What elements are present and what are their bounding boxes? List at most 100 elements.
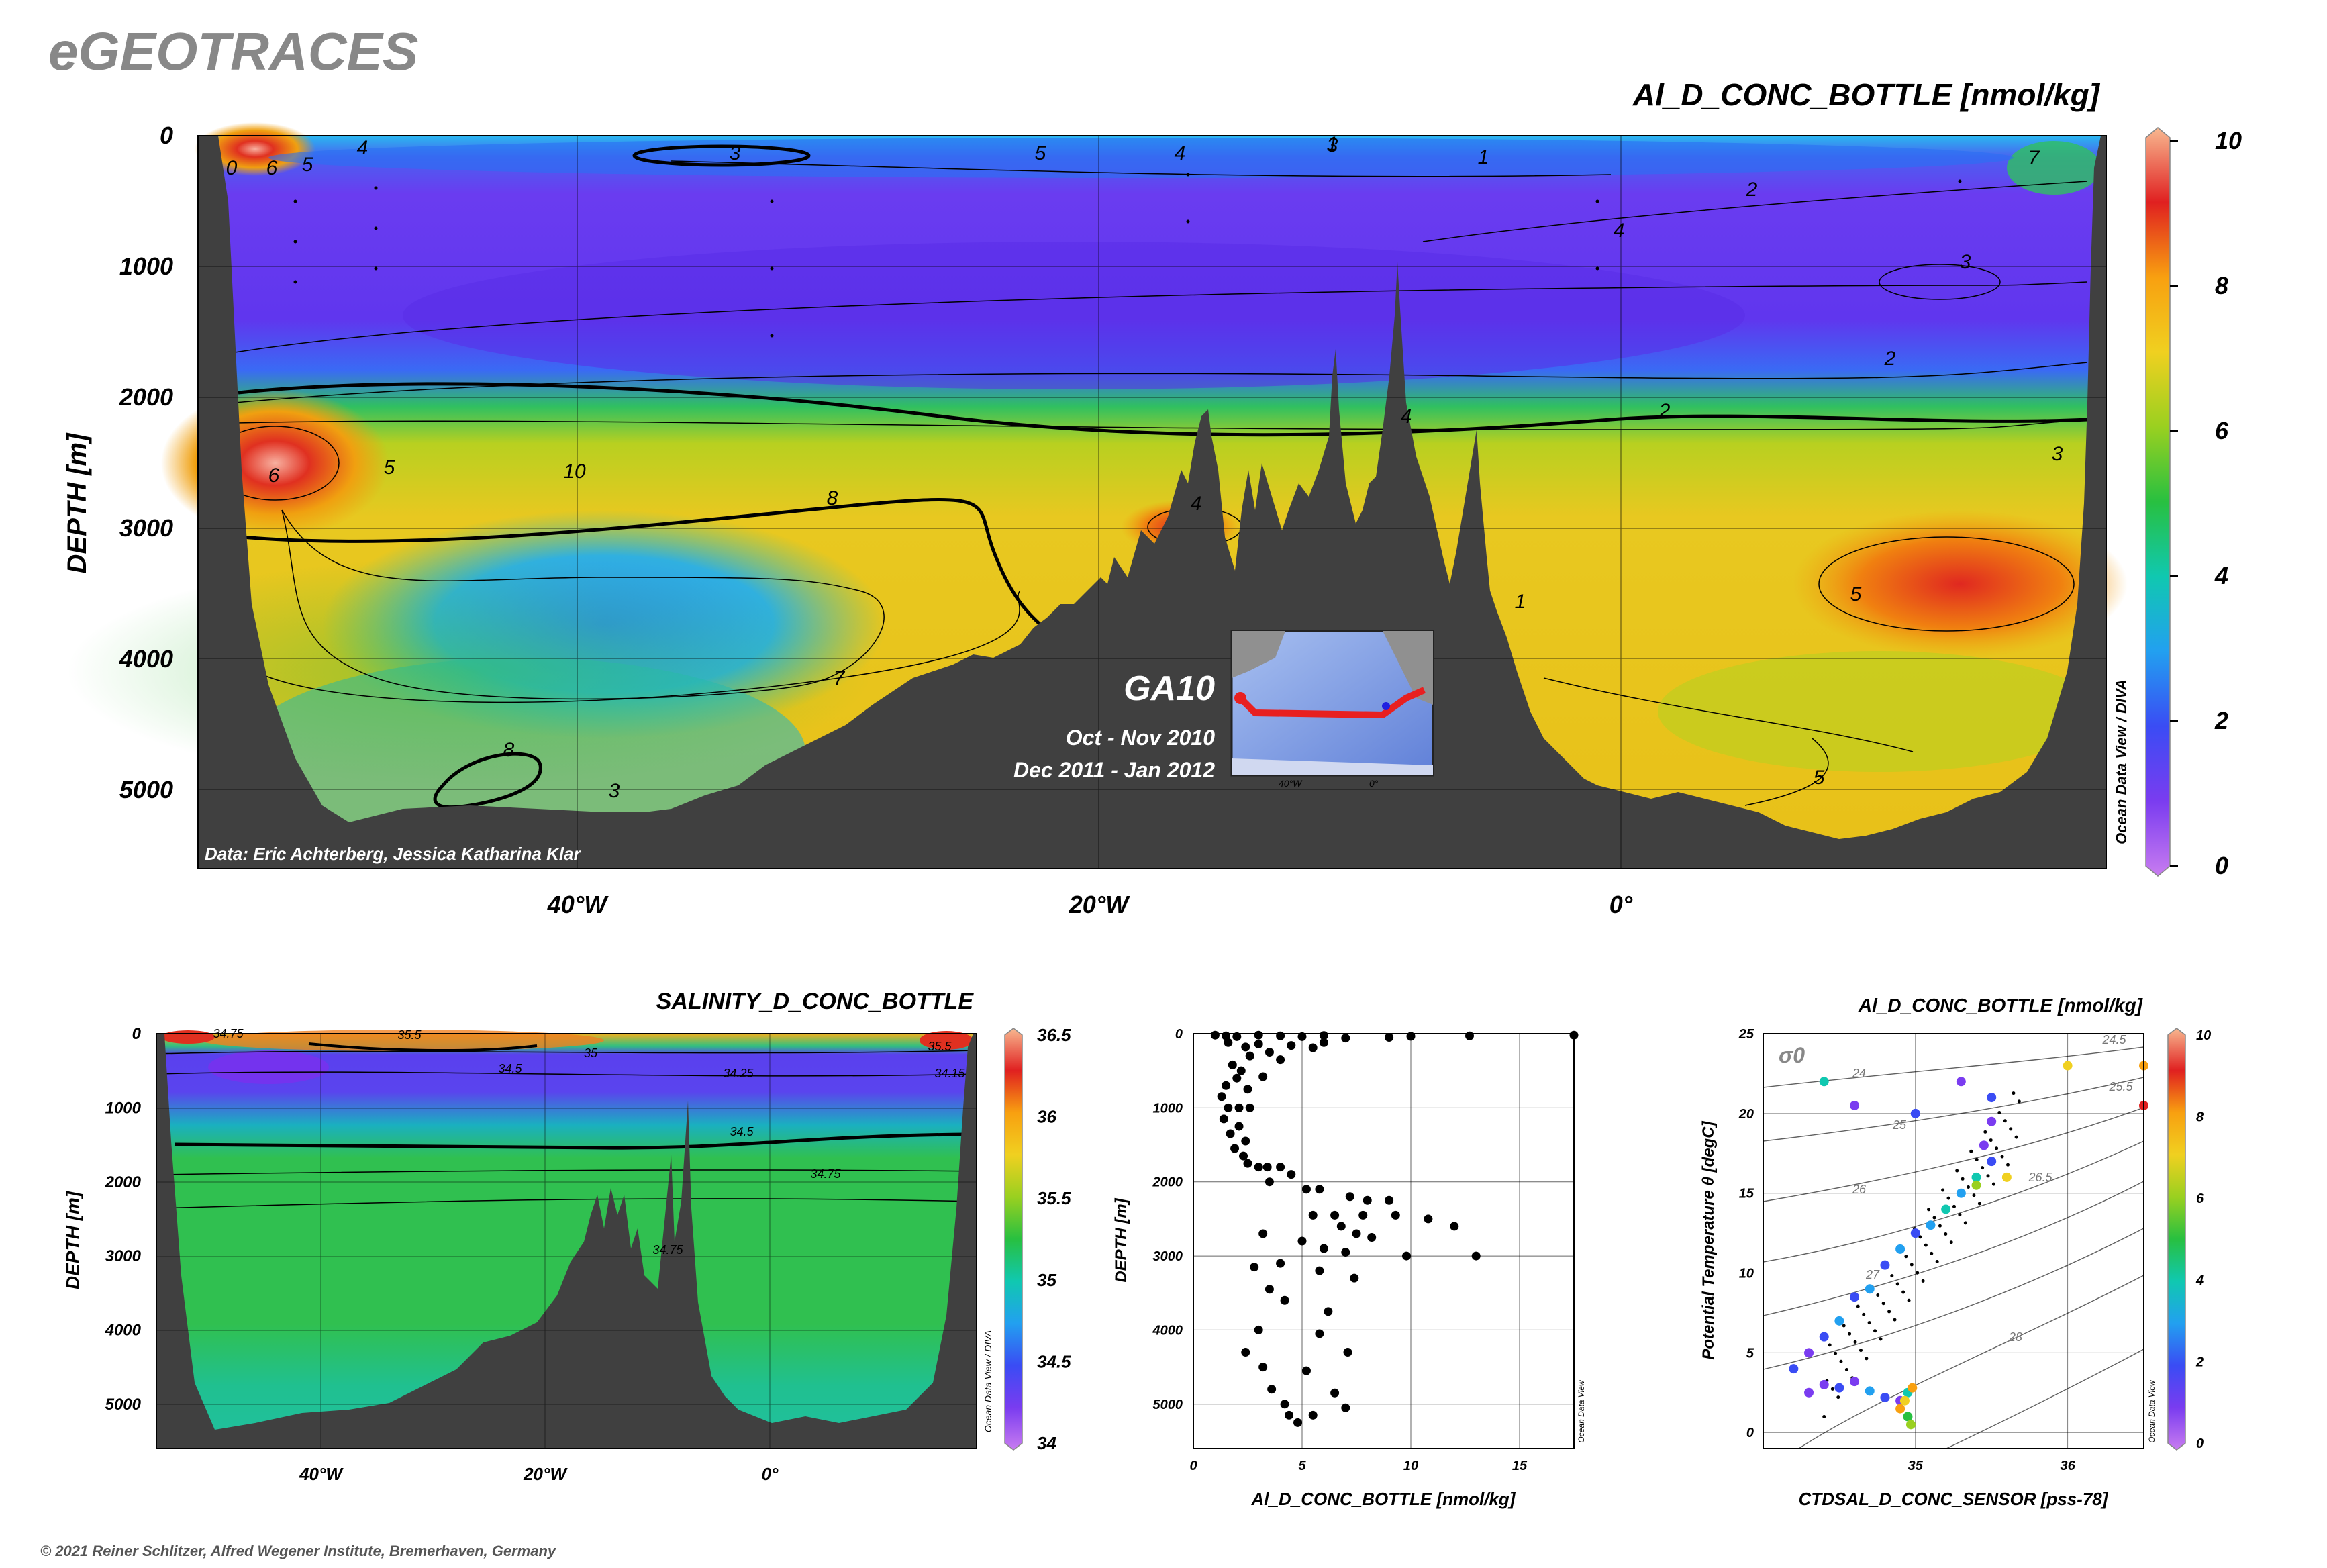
sal-contour-label: 35 — [584, 1046, 598, 1060]
ts-background-point — [1893, 1318, 1897, 1322]
ts-point — [1899, 1395, 1910, 1406]
ts-y-ticks: 0 5 10 15 20 25 — [1738, 1027, 1754, 1440]
ts-background-point — [1972, 1193, 1976, 1197]
sal-plot-frame — [156, 1033, 977, 1449]
profile-point — [1254, 1039, 1263, 1048]
main-watermark: Ocean Data View / DIVA — [2113, 679, 2130, 844]
ts-background-point — [2017, 1099, 2021, 1104]
ts-background-point — [1927, 1208, 1931, 1212]
profile-y-tick: 3000 — [1153, 1249, 1183, 1264]
profile-point — [1336, 1222, 1346, 1231]
ts-colorbar-tick: 2 — [2195, 1355, 2204, 1369]
profile-point — [1315, 1266, 1324, 1275]
main-topography — [198, 136, 2106, 869]
main-y-tick: 0 — [160, 121, 173, 149]
sal-surface-red — [161, 1030, 215, 1044]
ts-background-point — [1955, 1169, 1959, 1173]
profile-point — [1228, 1060, 1237, 1069]
sal-colorbar-tick: 34.5 — [1037, 1351, 1071, 1371]
profile-point — [1471, 1251, 1481, 1261]
ts-point — [1804, 1348, 1814, 1358]
profile-point — [1308, 1210, 1318, 1220]
profile-point — [1424, 1214, 1433, 1224]
cruise-dates-2: Dec 2011 - Jan 2012 — [1013, 758, 1215, 782]
main-surface-green-east — [2007, 141, 2101, 195]
main-colorbar-tick: 4 — [2214, 562, 2228, 589]
main-colorbar-tick: 6 — [2215, 417, 2229, 444]
ts-point — [1850, 1377, 1860, 1387]
profile-point — [1265, 1285, 1274, 1294]
main-contour-label: 10 — [563, 460, 586, 483]
main-contour-label: 2 — [1658, 400, 1671, 422]
profile-point — [1258, 1363, 1268, 1372]
ts-background-point — [1952, 1204, 1956, 1208]
profile-point — [1363, 1195, 1372, 1205]
main-y-ticks: 0 1000 2000 3000 4000 5000 — [119, 121, 173, 803]
ts-sigma-label: σ0 — [1779, 1043, 1805, 1067]
profile-point — [1385, 1195, 1394, 1205]
profile-point — [1276, 1031, 1285, 1040]
sal-surface-red-east — [920, 1031, 973, 1050]
ts-background-point — [1991, 1182, 1995, 1186]
profile-point — [1250, 1263, 1259, 1272]
sal-contour-label: 34.15 — [934, 1067, 965, 1080]
ts-x-tick: 36 — [2060, 1459, 2075, 1473]
sal-contour-label: 34.75 — [213, 1027, 244, 1040]
ts-point — [1956, 1077, 1966, 1087]
profile-point — [1254, 1325, 1263, 1334]
profile-ylabel: DEPTH [m] — [1112, 1197, 1130, 1282]
ts-background-point — [1890, 1274, 1894, 1278]
sal-colorbar-tick: 35.5 — [1037, 1188, 1071, 1208]
ts-colorbar-tick: 4 — [2195, 1273, 2204, 1288]
main-y-tick: 4000 — [119, 645, 173, 673]
profile-y-tick: 2000 — [1152, 1175, 1183, 1190]
main-hotspot-west — [161, 389, 389, 537]
ts-background-point — [1895, 1282, 1899, 1286]
sal-y-tick: 0 — [132, 1025, 142, 1043]
profile-point — [1254, 1030, 1263, 1040]
profile-point — [1341, 1034, 1350, 1043]
ts-background-point — [1967, 1185, 1971, 1189]
ts-background-point — [1848, 1332, 1852, 1336]
ts-background-point — [1828, 1343, 1832, 1347]
profile-point — [1222, 1081, 1231, 1090]
profile-point — [1262, 1163, 1272, 1172]
profile-point — [1245, 1051, 1254, 1061]
profile-point — [1391, 1210, 1400, 1220]
ts-point — [1987, 1116, 1997, 1126]
ts-isopycnal-label: 25.5 — [2108, 1080, 2133, 1093]
profile-x-tick: 0 — [1189, 1459, 1197, 1473]
main-colorbar-tick: 10 — [2215, 127, 2242, 154]
main-contour-label: 1 — [1515, 591, 1526, 613]
main-grid — [198, 136, 2106, 869]
depth-profile-plot: 0 1000 2000 3000 4000 5000 0 5 10 15 Al_D_CONC_B… — [1112, 1027, 1586, 1509]
main-contour-label: 3 — [609, 780, 620, 802]
main-contour-label: 3 — [1960, 251, 1971, 273]
sal-y-tick: 3000 — [105, 1247, 142, 1265]
profile-point — [1352, 1229, 1361, 1238]
profile-point — [1245, 1103, 1254, 1112]
copyright: © 2021 Reiner Schlitzer, Alfred Wegener … — [40, 1542, 557, 1559]
profile-point — [1285, 1410, 1294, 1420]
ts-background-point — [2014, 1135, 2018, 1139]
ts-point — [1941, 1204, 1951, 1214]
ts-background-point — [1839, 1359, 1843, 1363]
ts-background-point — [1930, 1251, 1934, 1255]
ts-background-point — [1949, 1240, 1953, 1244]
ts-background-point — [1997, 1110, 2001, 1114]
ts-y-tick: 25 — [1738, 1027, 1754, 1042]
ts-background-point — [2012, 1091, 2016, 1095]
sal-contour-label: 34.5 — [730, 1125, 754, 1138]
ts-background-point — [1904, 1255, 1908, 1259]
profile-y-tick: 5000 — [1153, 1398, 1183, 1412]
ts-background-point — [1958, 1213, 1962, 1217]
ts-point — [1819, 1332, 1829, 1342]
profile-point — [1267, 1385, 1277, 1394]
profile-point — [1465, 1031, 1474, 1040]
ts-background-point — [1879, 1337, 1883, 1341]
ts-background-point — [2009, 1127, 2013, 1131]
ts-point — [1903, 1412, 1913, 1422]
main-contour-label: 8 — [827, 487, 838, 509]
ts-background-point — [1842, 1324, 1846, 1328]
ts-point — [1979, 1140, 1989, 1150]
